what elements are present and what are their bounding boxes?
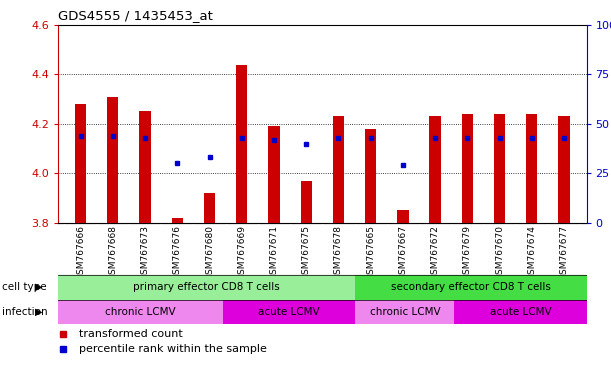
Bar <box>301 181 312 223</box>
Text: GSM767672: GSM767672 <box>431 225 439 280</box>
Bar <box>268 126 280 223</box>
Bar <box>365 129 376 223</box>
Bar <box>494 114 505 223</box>
Text: cell type: cell type <box>2 282 47 292</box>
Bar <box>58 275 356 300</box>
Text: GSM767675: GSM767675 <box>302 225 310 280</box>
Text: GSM767671: GSM767671 <box>269 225 279 280</box>
Text: GSM767669: GSM767669 <box>237 225 246 280</box>
Text: GSM767670: GSM767670 <box>495 225 504 280</box>
Bar <box>223 300 356 324</box>
Text: GSM767668: GSM767668 <box>108 225 117 280</box>
Bar <box>455 300 587 324</box>
Bar <box>75 104 86 223</box>
Text: GSM767674: GSM767674 <box>527 225 536 280</box>
Text: chronic LCMV: chronic LCMV <box>370 307 440 317</box>
Text: transformed count: transformed count <box>79 329 183 339</box>
Text: GSM767666: GSM767666 <box>76 225 85 280</box>
Text: ▶: ▶ <box>35 307 42 317</box>
Bar <box>397 210 409 223</box>
Text: percentile rank within the sample: percentile rank within the sample <box>79 344 267 354</box>
Text: secondary effector CD8 T cells: secondary effector CD8 T cells <box>391 282 551 292</box>
Bar <box>356 275 587 300</box>
Text: acute LCMV: acute LCMV <box>489 307 551 317</box>
Text: ▶: ▶ <box>35 282 42 292</box>
Bar <box>558 116 569 223</box>
Bar <box>333 116 344 223</box>
Text: GDS4555 / 1435453_at: GDS4555 / 1435453_at <box>58 9 213 22</box>
Text: GSM767667: GSM767667 <box>398 225 408 280</box>
Text: GSM767679: GSM767679 <box>463 225 472 280</box>
Bar <box>139 111 151 223</box>
Text: GSM767673: GSM767673 <box>141 225 150 280</box>
Bar <box>236 65 247 223</box>
Text: primary effector CD8 T cells: primary effector CD8 T cells <box>133 282 280 292</box>
Bar <box>430 116 441 223</box>
Bar <box>462 114 473 223</box>
Bar <box>204 193 215 223</box>
Bar <box>356 300 455 324</box>
Bar <box>107 97 119 223</box>
Text: GSM767680: GSM767680 <box>205 225 214 280</box>
Text: infection: infection <box>2 307 48 317</box>
Text: chronic LCMV: chronic LCMV <box>105 307 176 317</box>
Text: GSM767676: GSM767676 <box>173 225 182 280</box>
Bar <box>526 114 538 223</box>
Text: GSM767665: GSM767665 <box>366 225 375 280</box>
Text: GSM767678: GSM767678 <box>334 225 343 280</box>
Text: acute LCMV: acute LCMV <box>258 307 320 317</box>
Bar <box>58 300 223 324</box>
Bar <box>172 218 183 223</box>
Text: GSM767677: GSM767677 <box>560 225 568 280</box>
